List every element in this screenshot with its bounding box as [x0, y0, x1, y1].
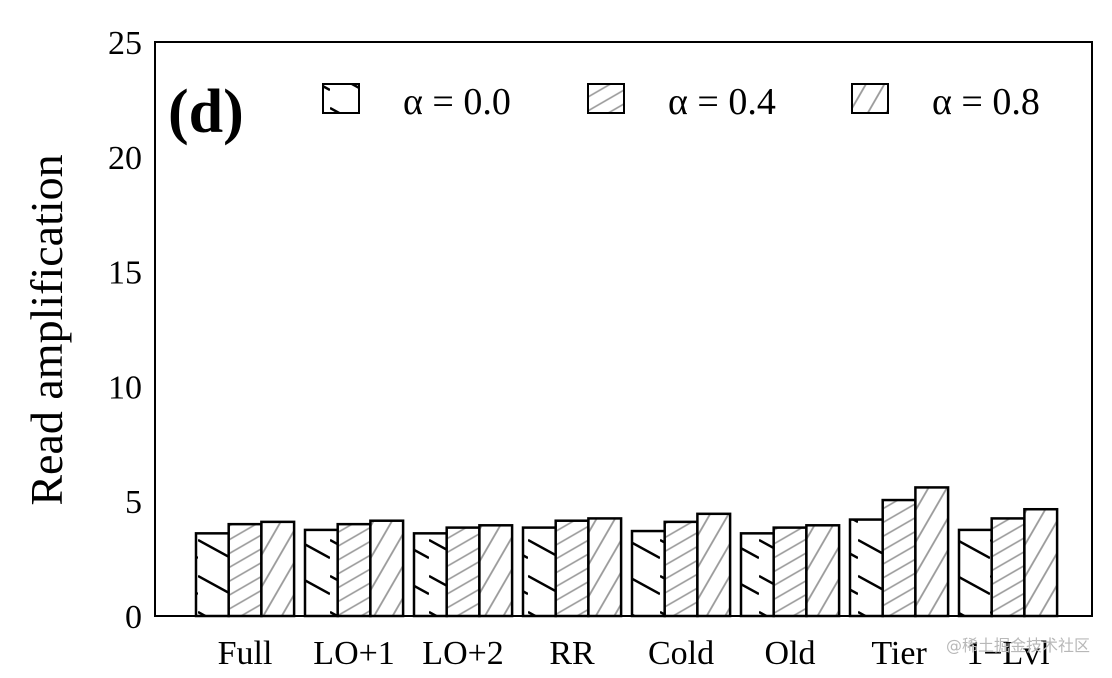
- y-axis-label: Read amplification: [21, 154, 72, 505]
- bar: [630, 529, 666, 618]
- bar: [957, 528, 993, 618]
- bar: [739, 532, 775, 618]
- watermark: @稀土掘金技术社区: [945, 636, 1090, 655]
- x-tick-label: LO+2: [422, 635, 504, 672]
- bar: [369, 519, 405, 618]
- bar: [303, 528, 339, 618]
- x-tick-label: Old: [765, 635, 816, 672]
- bar: [990, 517, 1026, 618]
- x-tick-label: LO+1: [313, 635, 395, 672]
- bar: [696, 512, 732, 618]
- legend-swatch: [322, 83, 360, 114]
- bar: [848, 518, 884, 618]
- y-tick-label: 25: [108, 25, 142, 62]
- legend-label: α = 0.8: [932, 81, 1040, 123]
- y-tick-label: 5: [125, 484, 142, 521]
- bar: [336, 522, 372, 618]
- bar: [227, 522, 263, 618]
- bar: [445, 526, 481, 618]
- bar: [663, 520, 699, 618]
- y-tick-label: 0: [125, 599, 142, 636]
- plot-frame: [154, 41, 1093, 617]
- legend-swatch: [587, 83, 625, 114]
- x-tick-label: Cold: [648, 635, 714, 672]
- bar: [478, 524, 514, 618]
- legend-label: α = 0.0: [403, 81, 511, 123]
- bar: [521, 526, 557, 618]
- bar: [554, 519, 590, 618]
- x-tick-label: Tier: [871, 635, 927, 672]
- panel-label: (d): [168, 78, 244, 146]
- bar: [260, 520, 296, 618]
- legend-label: α = 0.4: [668, 81, 776, 123]
- x-axis: Full LO+1 LO+2 RR Cold Old Tier 1−Lvl: [218, 635, 1050, 672]
- bar: [587, 517, 623, 618]
- bar: [1023, 507, 1059, 618]
- bar: [412, 532, 448, 618]
- bar: [194, 532, 230, 618]
- bar: [881, 498, 917, 618]
- bar: [805, 524, 841, 618]
- x-tick-label: Full: [218, 635, 273, 672]
- legend-swatch: [851, 83, 889, 114]
- y-tick-label: 15: [108, 255, 142, 292]
- bar: [914, 486, 950, 618]
- y-tick-label: 10: [108, 369, 142, 406]
- bars: [194, 486, 1059, 618]
- bar: [772, 526, 808, 618]
- y-axis: 0 5 10 15 20 25: [108, 25, 142, 636]
- legend: α = 0.0 α = 0.4 α = 0.8: [322, 81, 1040, 123]
- x-tick-label: RR: [549, 635, 595, 672]
- y-tick-label: 20: [108, 140, 142, 177]
- x-tick-label: 1−Lvl: [966, 635, 1049, 672]
